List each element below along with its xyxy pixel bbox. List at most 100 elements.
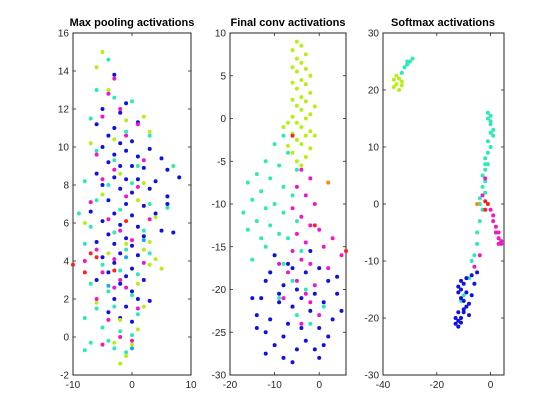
data-point-cyan	[250, 257, 255, 262]
data-point-blue	[335, 291, 340, 296]
data-point-magenta	[112, 76, 117, 81]
data-point-lime	[112, 340, 117, 345]
data-point-cyan	[488, 122, 493, 127]
data-point-magenta	[106, 91, 111, 96]
data-point-magenta	[493, 224, 498, 229]
data-point-cyan	[294, 219, 299, 224]
data-point-cyan	[281, 210, 286, 215]
x-tick-label: -20	[223, 380, 238, 391]
y-tick-label: 5	[220, 71, 226, 82]
data-point-blue	[312, 291, 317, 296]
data-point-magenta	[106, 217, 111, 222]
data-point-cyan	[268, 223, 273, 228]
data-point-cyan	[118, 207, 123, 212]
data-point-red	[312, 223, 317, 228]
data-point-blue	[459, 287, 463, 292]
data-point-magenta	[281, 296, 286, 301]
data-point-lime	[312, 133, 317, 138]
data-point-lime	[82, 221, 87, 225]
data-point-cyan	[290, 193, 295, 198]
data-point-blue	[165, 167, 170, 172]
data-point-blue	[317, 326, 322, 330]
data-point-magenta	[94, 247, 99, 252]
data-point-lime	[100, 192, 105, 197]
data-point-red	[344, 249, 348, 253]
data-point-blue	[130, 139, 134, 144]
data-point-magenta	[124, 285, 129, 290]
data-point-blue	[299, 296, 304, 301]
data-point-blue	[165, 194, 170, 199]
data-point-red	[94, 255, 99, 260]
data-point-blue	[464, 290, 469, 295]
data-point-lime	[106, 88, 111, 92]
data-point-blue	[124, 304, 129, 309]
data-point-cyan	[485, 110, 490, 115]
data-point-blue	[112, 175, 117, 180]
y-tick-label: 0	[373, 200, 379, 211]
data-point-cyan	[82, 316, 87, 320]
panel-softmax: -40 -20 0 -30 -20 -10 0 10 20 30 Softmax activati…	[365, 17, 505, 391]
data-point-cyan	[130, 333, 134, 338]
data-point-blue	[330, 317, 335, 322]
data-point-magenta	[130, 338, 134, 343]
data-point-cyan	[254, 172, 259, 177]
data-point-blue	[326, 334, 331, 339]
data-point-cyan	[485, 150, 490, 155]
data-point-blue	[130, 266, 134, 271]
x-tick-label: 0	[488, 380, 494, 391]
y-tick-label: 12	[58, 105, 70, 116]
data-point-cyan	[259, 189, 264, 194]
data-point-cyan	[250, 197, 255, 202]
data-point-magenta	[317, 313, 322, 318]
data-point-sky	[130, 346, 134, 351]
data-point-blue	[254, 313, 259, 318]
data-point-cyan	[485, 116, 490, 121]
data-point-blue	[461, 310, 466, 315]
data-point-blue	[456, 310, 461, 315]
data-point-blue	[118, 141, 123, 146]
data-point-blue	[272, 343, 277, 348]
data-point-blue	[100, 255, 105, 260]
y-tick-label: -20	[212, 285, 227, 296]
data-point-blue	[456, 290, 461, 295]
data-point-sky	[124, 255, 129, 260]
data-point-magenta	[112, 257, 117, 262]
data-point-lime	[399, 83, 404, 88]
y-tick-label: -30	[212, 371, 227, 382]
data-point-blue	[459, 296, 463, 301]
data-point-cyan	[281, 261, 286, 266]
data-point-magenta	[118, 335, 123, 339]
data-point-magenta	[100, 270, 105, 275]
data-point-cyan	[171, 164, 176, 168]
data-point-cyan	[245, 227, 250, 232]
data-point-cyan	[461, 293, 466, 298]
data-point-cyan	[480, 184, 485, 189]
y-tick-label: 20	[368, 86, 380, 97]
data-point-cyan	[130, 99, 134, 104]
data-point-cyan	[480, 173, 485, 178]
data-point-blue	[112, 211, 117, 216]
data-point-cyan	[254, 219, 259, 224]
y-tick-label: -25	[212, 328, 227, 339]
data-point-cyan	[272, 202, 277, 206]
data-point-cyan	[135, 272, 140, 277]
data-point-red	[483, 199, 488, 204]
data-point-lime	[94, 65, 99, 70]
y-tick-label: 10	[215, 29, 227, 40]
data-point-blue	[469, 293, 474, 298]
y-tick-label: 0	[220, 114, 226, 125]
data-point-magenta	[303, 240, 308, 245]
data-point-blue	[159, 228, 164, 233]
data-point-blue	[106, 198, 111, 203]
data-point-cyan	[475, 230, 480, 235]
data-point-blue	[135, 177, 140, 182]
data-point-blue	[461, 298, 466, 303]
data-point-lime	[147, 129, 152, 134]
y-tick-label: -30	[365, 371, 380, 382]
data-point-blue	[317, 355, 322, 360]
data-point-lime	[303, 133, 308, 138]
data-point-magenta	[493, 230, 498, 235]
data-point-cyan	[88, 116, 93, 121]
data-point-blue	[147, 298, 152, 303]
data-point-sky	[141, 238, 146, 243]
